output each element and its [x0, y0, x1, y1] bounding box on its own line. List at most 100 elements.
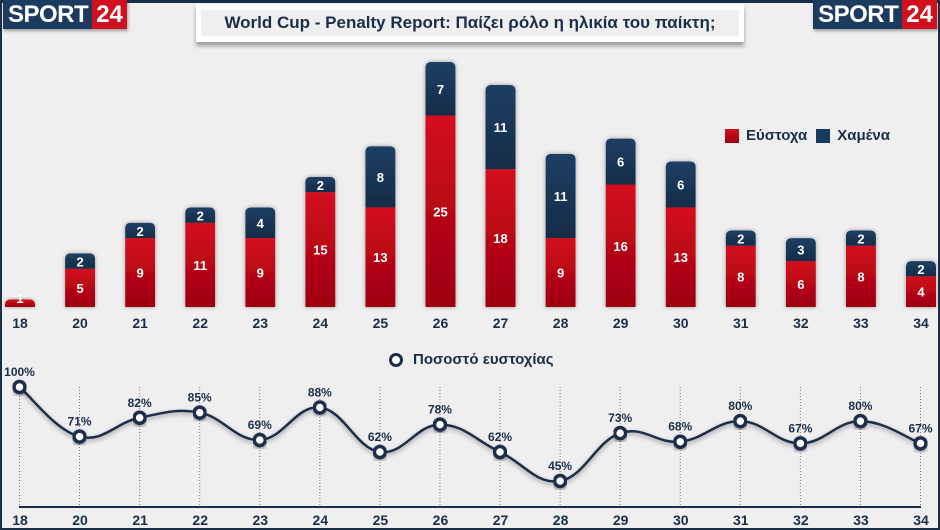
bar-missed-34 — [906, 261, 936, 277]
bar-scored-34 — [906, 276, 936, 307]
bar-x-tick-21: 21 — [132, 315, 148, 331]
bar-x-tick-23: 23 — [252, 315, 268, 331]
line-x-tick-34: 34 — [913, 512, 929, 528]
point-26 — [432, 417, 448, 432]
legend-label-accuracy: Ποσοστό ευστοχίας — [413, 351, 554, 368]
bar-group-22 — [185, 207, 216, 307]
point-25 — [372, 444, 388, 460]
point-30 — [672, 434, 688, 449]
bar-label-scored-27: 18 — [493, 231, 507, 246]
bar-label-scored-24: 15 — [313, 243, 327, 258]
bar-scored-25 — [365, 207, 396, 307]
bar-x-tick-27: 27 — [493, 315, 509, 331]
bar-label-missed-20: 2 — [76, 254, 83, 269]
line-x-tick-29: 29 — [613, 512, 629, 528]
bar-label-missed-26: 7 — [437, 82, 444, 97]
bar-scored-18 — [5, 299, 35, 307]
title-box: World Cup - Penalty Report: Παίζει ρόλο … — [196, 4, 744, 42]
point-label-25: 62% — [368, 430, 392, 444]
bar-missed-30 — [665, 161, 696, 208]
bar-label-missed-31: 2 — [737, 231, 744, 246]
point-label-22: 85% — [188, 391, 212, 405]
point-23 — [252, 432, 268, 448]
point-label-24: 88% — [308, 386, 332, 400]
point-32 — [793, 436, 808, 451]
point-24 — [312, 400, 328, 415]
bar-missed-31 — [725, 230, 756, 246]
bar-label-scored-18: 1 — [16, 291, 23, 306]
bar-scored-29 — [605, 184, 636, 307]
bar-scored-27 — [485, 169, 516, 307]
bar-x-tick-32: 32 — [793, 315, 809, 331]
point-21 — [132, 410, 147, 426]
bar-x-tick-24: 24 — [313, 315, 329, 331]
line-x-tick-33: 33 — [853, 512, 869, 528]
bar-scored-21 — [125, 238, 156, 307]
point-label-29: 73% — [608, 411, 632, 425]
bar-missed-26 — [425, 62, 456, 116]
bar-group-27 — [485, 84, 516, 307]
bar-group-29 — [605, 138, 636, 307]
bar-missed-25 — [365, 146, 396, 208]
point-label-18: 100% — [4, 365, 35, 379]
bar-group-26 — [425, 62, 456, 307]
bar-label-scored-34: 4 — [917, 285, 925, 300]
line-x-tick-32: 32 — [793, 512, 809, 528]
point-27 — [492, 444, 508, 460]
bar-label-scored-30: 13 — [673, 250, 687, 265]
bar-missed-33 — [845, 230, 876, 246]
point-29 — [612, 425, 628, 441]
bar-group-32 — [785, 238, 816, 307]
line-x-tick-18: 18 — [12, 512, 28, 528]
bar-label-scored-33: 8 — [857, 269, 864, 284]
bar-x-tick-29: 29 — [613, 315, 629, 331]
line-legend: Ποσοστό ευστοχίας — [389, 351, 554, 368]
bar-label-missed-27: 11 — [494, 120, 508, 135]
legend-swatch-scored — [725, 128, 739, 143]
bar-label-missed-24: 2 — [317, 178, 324, 193]
point-33 — [853, 413, 868, 429]
line-gridlines — [19, 387, 921, 507]
bar-x-tick-33: 33 — [853, 315, 869, 331]
bar-scored-26 — [425, 115, 456, 307]
bar-scored-32 — [785, 261, 816, 307]
bar-group-33 — [845, 230, 876, 307]
bar-missed-22 — [185, 207, 216, 223]
bar-x-tick-18: 18 — [12, 315, 28, 331]
legend-swatch-missed — [816, 128, 831, 143]
bar-group-18 — [5, 299, 35, 307]
bar-missed-29 — [605, 138, 636, 185]
line-x-tick-31: 31 — [733, 512, 749, 528]
line-x-tick-27: 27 — [493, 512, 509, 528]
bar-label-missed-33: 2 — [857, 231, 864, 246]
bar-label-scored-21: 9 — [137, 266, 144, 281]
point-label-31: 80% — [728, 399, 752, 413]
point-28 — [552, 473, 568, 489]
bar-scored-23 — [245, 238, 276, 307]
bar-group-28 — [545, 153, 576, 307]
bar-group-21 — [125, 222, 156, 307]
bar-label-missed-23: 4 — [257, 216, 265, 231]
line-series: 100% 71% 82% 85% 69% 88% 62% 78% 62% 45% 73% 68% 80%… — [4, 365, 933, 489]
point-label-23: 69% — [248, 418, 272, 432]
line-x-tick-30: 30 — [673, 512, 689, 528]
line-x-axis: 18 20 21 22 23 24 25 26 27 28 29 30 31 32 33 34 — [12, 512, 929, 528]
legend-label-missed: Χαμένα — [837, 127, 890, 144]
point-18 — [12, 379, 27, 395]
bar-label-scored-32: 6 — [797, 277, 804, 292]
bar-label-scored-20: 5 — [76, 281, 83, 296]
bar-scored-22 — [185, 222, 216, 307]
point-label-34: 67% — [908, 421, 932, 435]
bar-label-missed-21: 2 — [137, 224, 144, 239]
bar-group-23 — [245, 207, 276, 307]
point-label-27: 62% — [488, 430, 512, 444]
bar-label-missed-34: 2 — [917, 262, 924, 277]
bar-x-tick-31: 31 — [733, 315, 749, 331]
sport24-logo-left: SPORT 24 — [3, 0, 127, 29]
bar-label-missed-28: 11 — [554, 189, 568, 204]
bar-missed-28 — [545, 153, 576, 239]
bar-scored-20 — [65, 268, 96, 307]
bar-group-25 — [365, 146, 396, 307]
